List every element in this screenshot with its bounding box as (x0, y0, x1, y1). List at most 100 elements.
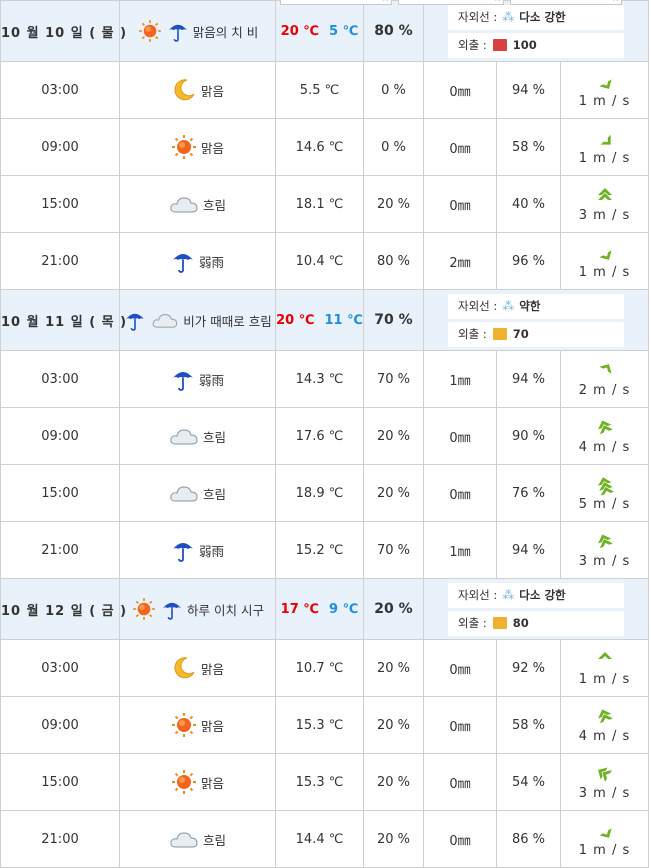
hour-wind: 1 m / s (560, 232, 649, 290)
wind-speed: 3 m / s (578, 554, 631, 569)
temp-min: 5 ℃ (329, 23, 359, 39)
day-info-box: 자외선 : ⁂ 다소 강한 외출 : 80 (448, 582, 624, 636)
hour-weather-desc: 흐림 (202, 197, 226, 213)
wind-arrow-icon (596, 418, 614, 442)
hour-rainfall: 0㎜ (423, 118, 497, 176)
outing-row: 외출 : 70 (448, 318, 624, 347)
close-icon: × (382, 0, 389, 3)
hour-rainfall: 1㎜ (423, 521, 497, 579)
hour-weather: 弱雨 (119, 521, 276, 579)
hour-rain-prob: 20 % (363, 407, 424, 465)
day-date-label: 10 월 11 일 ( 목 ) (1, 314, 128, 330)
day-date: 10 월 10 일 ( 물 ) (0, 0, 126, 62)
hour-humidity: 92 % (496, 639, 561, 697)
hour-rain-prob: 20 % (363, 810, 424, 868)
uv-row: 자외선 : ⁂ 다소 강한 (448, 583, 624, 608)
hour-row: 09:00 맑음 15.3 ℃ 20 % 0㎜ 58 % 4 m / s (0, 696, 649, 754)
wind-arrow-icon (596, 532, 614, 556)
uv-icon: ⁂ (502, 299, 515, 313)
top-cutoff-box-1: × (280, 0, 392, 5)
hour-rainfall: 1㎜ (423, 350, 497, 408)
hour-wind: 3 m / s (560, 753, 649, 811)
hour-rain-prob: 0 % (363, 61, 424, 119)
umbrella-icon (161, 597, 183, 620)
hour-temp: 15.2 ℃ (275, 521, 364, 579)
day-header-row: 10 월 10 일 ( 물 ) 맑음의 치 비 20 ℃ 5 ℃ 80 % 자외선 : ⁂ 다… (0, 0, 649, 62)
hour-time: 09:00 (0, 118, 120, 176)
hour-humidity: 94 % (496, 61, 561, 119)
hour-weather-desc: 맑음 (200, 83, 224, 99)
outing-label: 외출 : (458, 327, 487, 341)
hour-time: 21:00 (0, 232, 120, 290)
hour-temp: 14.3 ℃ (275, 350, 364, 408)
day-weather-desc: 맑음의 치 비 (192, 24, 259, 40)
temp-min: 9 ℃ (329, 601, 359, 617)
hour-weather-desc: 맑음 (200, 775, 224, 791)
hour-rainfall: 0㎜ (423, 696, 497, 754)
cloud-icon (169, 425, 199, 447)
uv-label: 자외선 : (458, 588, 498, 602)
hour-time: 15:00 (0, 175, 120, 233)
umbrella-icon (124, 308, 146, 331)
hour-weather-desc: 弱雨 (198, 254, 224, 270)
wind-speed: 3 m / s (578, 208, 631, 223)
hour-time: 03:00 (0, 350, 120, 408)
hour-wind: 3 m / s (560, 521, 649, 579)
hour-row: 03:00 弱雨 14.3 ℃ 70 % 1㎜ 94 % 2 m / s (0, 350, 649, 408)
hour-time: 15:00 (0, 753, 120, 811)
top-cutoff-box-3: × (510, 0, 622, 5)
hour-rainfall: 0㎜ (423, 464, 497, 522)
wind-speed: 1 m / s (578, 94, 631, 109)
outing-label: 외출 : (458, 616, 487, 630)
temp-max: 17 ℃ (280, 601, 320, 617)
hour-rain-prob: 20 % (363, 696, 424, 754)
wind-speed: 4 m / s (578, 440, 631, 455)
hour-temp: 15.3 ℃ (275, 753, 364, 811)
uv-label: 자외선 : (458, 10, 498, 24)
hour-rain-prob: 70 % (363, 350, 424, 408)
sun-icon (138, 19, 161, 42)
uv-icon: ⁂ (502, 10, 515, 24)
hour-time: 03:00 (0, 61, 120, 119)
hour-rainfall: 0㎜ (423, 810, 497, 868)
wind-arrow-icon (596, 475, 614, 499)
umbrella-icon (171, 366, 195, 392)
hour-time: 21:00 (0, 521, 120, 579)
hour-weather: 흐림 (119, 464, 276, 522)
hour-weather-desc: 맑음 (200, 140, 224, 156)
hour-weather: 弱雨 (119, 350, 276, 408)
day-info-box: 자외선 : ⁂ 약한 외출 : 70 (448, 293, 624, 347)
wind-speed: 1 m / s (578, 672, 631, 687)
hour-weather: 맑음 (119, 753, 276, 811)
umbrella-icon (171, 537, 195, 563)
hour-weather: ★ 맑음 (119, 639, 276, 697)
rain-prob-value: 70 % (374, 312, 413, 328)
hour-weather-desc: 흐림 (202, 832, 226, 848)
day-header-row: 10 월 12 일 ( 금 ) 하루 이치 시구 17 ℃ 9 ℃ 20 % 자외선 : ⁂… (0, 578, 649, 640)
hour-weather: 흐림 (119, 407, 276, 465)
hour-wind: 4 m / s (560, 696, 649, 754)
temp-min: 11 ℃ (324, 312, 363, 328)
wind-arrow-icon (596, 821, 614, 845)
hour-weather: ★ 맑음 (119, 61, 276, 119)
hour-rain-prob: 20 % (363, 753, 424, 811)
sun-icon (171, 134, 197, 160)
hour-time: 03:00 (0, 639, 120, 697)
hour-weather: 흐림 (119, 810, 276, 868)
hour-row: 15:00 흐림 18.9 ℃ 20 % 0㎜ 76 % 5 m / s (0, 464, 649, 522)
svg-text:★: ★ (176, 80, 182, 88)
hour-wind: 1 m / s (560, 61, 649, 119)
uv-label: 자외선 : (458, 299, 498, 313)
close-icon: × (612, 0, 619, 3)
hour-humidity: 54 % (496, 753, 561, 811)
top-cutoff-box-2: × (398, 0, 504, 5)
hour-humidity: 94 % (496, 521, 561, 579)
hour-wind: 4 m / s (560, 407, 649, 465)
hour-wind: 1 m / s (560, 639, 649, 697)
rain-prob-value: 80 % (374, 23, 413, 39)
hour-rainfall: 0㎜ (423, 407, 497, 465)
hour-weather-desc: 흐림 (202, 429, 226, 445)
day-info: 자외선 : ⁂ 약한 외출 : 70 (423, 289, 649, 351)
hour-humidity: 58 % (496, 696, 561, 754)
